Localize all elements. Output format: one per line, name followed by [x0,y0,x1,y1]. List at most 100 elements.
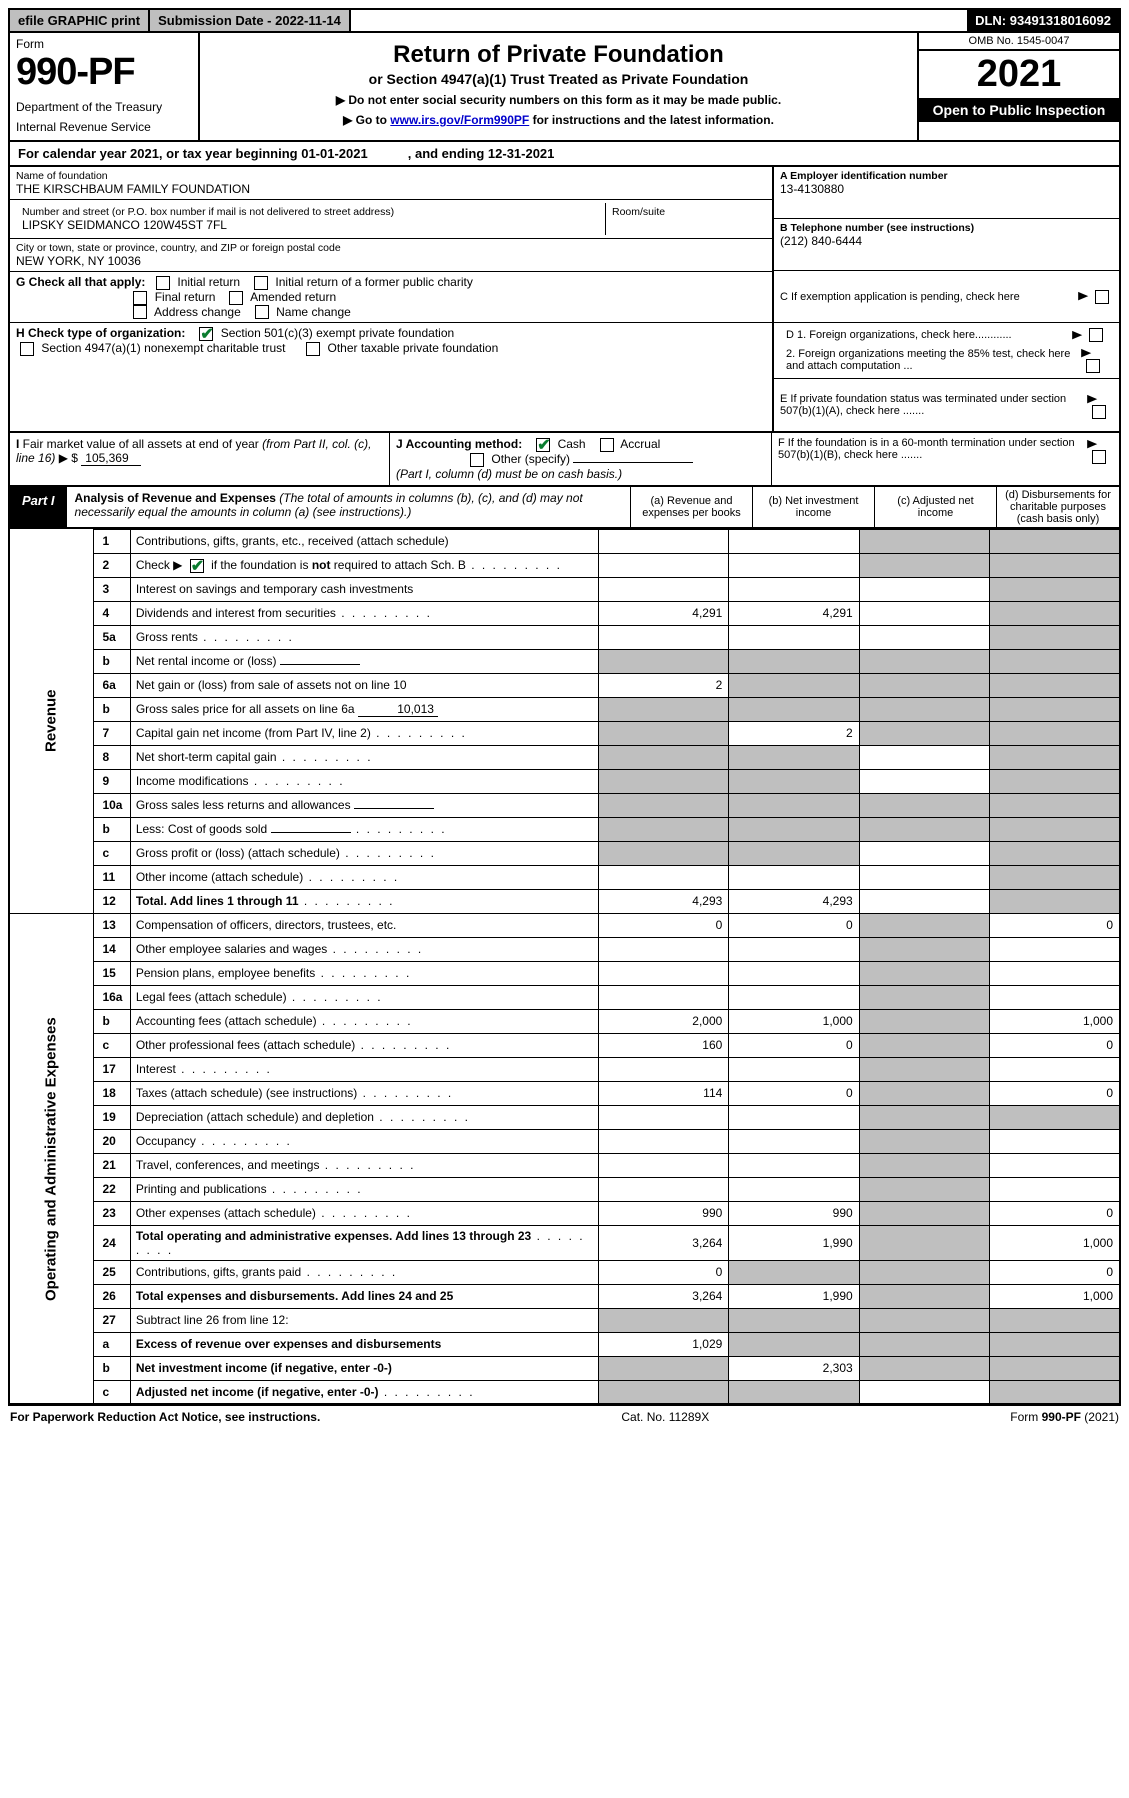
efile-badge: efile GRAPHIC print [10,10,150,31]
cell-shaded [598,841,728,865]
instr-link[interactable]: www.irs.gov/Form990PF [390,113,529,127]
cell-shaded [729,793,859,817]
cell-shaded [729,745,859,769]
line-desc: Check ▶ if the foundation is not require… [130,553,598,577]
g-checkbox-1[interactable] [254,276,268,290]
cell-shaded [859,937,989,961]
line-number: b [94,697,130,721]
cell-value [598,1105,728,1129]
city-cell: City or town, state or province, country… [10,239,772,272]
cell-shaded [598,1308,728,1332]
section-label: Operating and Administrative Expenses [9,913,94,1404]
cell-shaded [598,817,728,841]
table-row: 12Total. Add lines 1 through 114,2934,29… [9,889,1120,913]
cell-shaded [859,649,989,673]
cell-value: 4,293 [598,889,728,913]
h-501c3-checkbox[interactable] [199,327,213,341]
dln-label: DLN: [975,13,1010,28]
line-number: 3 [94,577,130,601]
cell-shaded [859,1105,989,1129]
cell-value: 1,990 [729,1284,859,1308]
h-label: H Check type of organization: [16,326,185,340]
cell-value: 0 [598,1260,728,1284]
e-checkbox[interactable] [1092,405,1106,419]
c-checkbox[interactable] [1095,290,1109,304]
identity-block: Name of foundation THE KIRSCHBAUM FAMILY… [8,167,1121,433]
submission-value: 2022-11-14 [275,13,341,28]
g-checkbox-5[interactable] [255,305,269,319]
city-value: NEW YORK, NY 10036 [16,254,766,268]
h-row: H Check type of organization: Section 50… [10,323,772,359]
table-row: 23Other expenses (attach schedule)990990… [9,1201,1120,1225]
table-row: 2Check ▶ if the foundation is not requir… [9,553,1120,577]
line-number: 14 [94,937,130,961]
cell-shaded [859,529,989,553]
d2-checkbox[interactable] [1086,359,1100,373]
cell-value [859,769,989,793]
line-desc: Gross profit or (loss) (attach schedule) [130,841,598,865]
cell-shaded [729,841,859,865]
cell-shaded [990,1308,1120,1332]
f-checkbox[interactable] [1092,450,1106,464]
g-checkbox-3[interactable] [229,291,243,305]
h-4947-checkbox[interactable] [20,342,34,356]
line-number: c [94,1033,130,1057]
line-desc: Occupancy [130,1129,598,1153]
h-other-checkbox[interactable] [306,342,320,356]
form-title: Return of Private Foundation [210,41,907,69]
g-checkbox-4[interactable] [133,305,147,319]
cell-value: 1,990 [729,1225,859,1260]
line-number: 2 [94,553,130,577]
cell-value: 3,264 [598,1284,728,1308]
cell-value: 0 [598,913,728,937]
cell-shaded [859,1129,989,1153]
instr-1: ▶ Do not enter social security numbers o… [210,93,907,107]
d1-checkbox[interactable] [1089,328,1103,342]
cell-shaded [598,745,728,769]
page-footer: For Paperwork Reduction Act Notice, see … [8,1405,1121,1428]
line-desc: Total expenses and disbursements. Add li… [130,1284,598,1308]
line-number: 19 [94,1105,130,1129]
header-right: OMB No. 1545-0047 2021 Open to Public In… [919,33,1119,140]
g-checkbox-2[interactable] [133,291,147,305]
j-other-checkbox[interactable] [470,453,484,467]
arrow-icon: ▶ [1073,328,1083,341]
cell-shaded [990,601,1120,625]
line-desc: Net rental income or (loss) [130,649,598,673]
line-desc: Pension plans, employee benefits [130,961,598,985]
form-number: 990-PF [16,51,192,94]
schb-checkbox[interactable] [190,559,204,573]
d1-label: D 1. Foreign organizations, check here..… [786,329,1012,341]
line-desc: Net investment income (if negative, ente… [130,1356,598,1380]
table-row: 17Interest [9,1057,1120,1081]
cell-shaded [859,961,989,985]
cell-value: 1,000 [990,1009,1120,1033]
line-desc: Net gain or (loss) from sale of assets n… [130,673,598,697]
cell-value: 160 [598,1033,728,1057]
j-cash-checkbox[interactable] [536,438,550,452]
table-row: 6aNet gain or (loss) from sale of assets… [9,673,1120,697]
cell-shaded [859,721,989,745]
cell-value: 4,291 [729,601,859,625]
cell-shaded [859,1081,989,1105]
table-row: cGross profit or (loss) (attach schedule… [9,841,1120,865]
addr-label: Number and street (or P.O. box number if… [22,206,599,218]
table-row: aExcess of revenue over expenses and dis… [9,1332,1120,1356]
cell-shaded [859,1057,989,1081]
line-number: 1 [94,529,130,553]
cell-shaded [990,697,1120,721]
cell-shaded [990,577,1120,601]
room-label: Room/suite [606,203,766,235]
cell-shaded [990,1105,1120,1129]
cell-value [729,625,859,649]
j-accrual-checkbox[interactable] [600,438,614,452]
table-row: bNet investment income (if negative, ent… [9,1356,1120,1380]
h-opt1: Section 501(c)(3) exempt private foundat… [221,326,454,340]
cell-value: 0 [729,1081,859,1105]
g-checkbox-0[interactable] [156,276,170,290]
j-other: Other (specify) [491,452,570,466]
col-d-header: (d) Disbursements for charitable purpose… [997,487,1119,527]
cell-value [598,985,728,1009]
cell-value: 0 [990,1081,1120,1105]
line-number: 6a [94,673,130,697]
